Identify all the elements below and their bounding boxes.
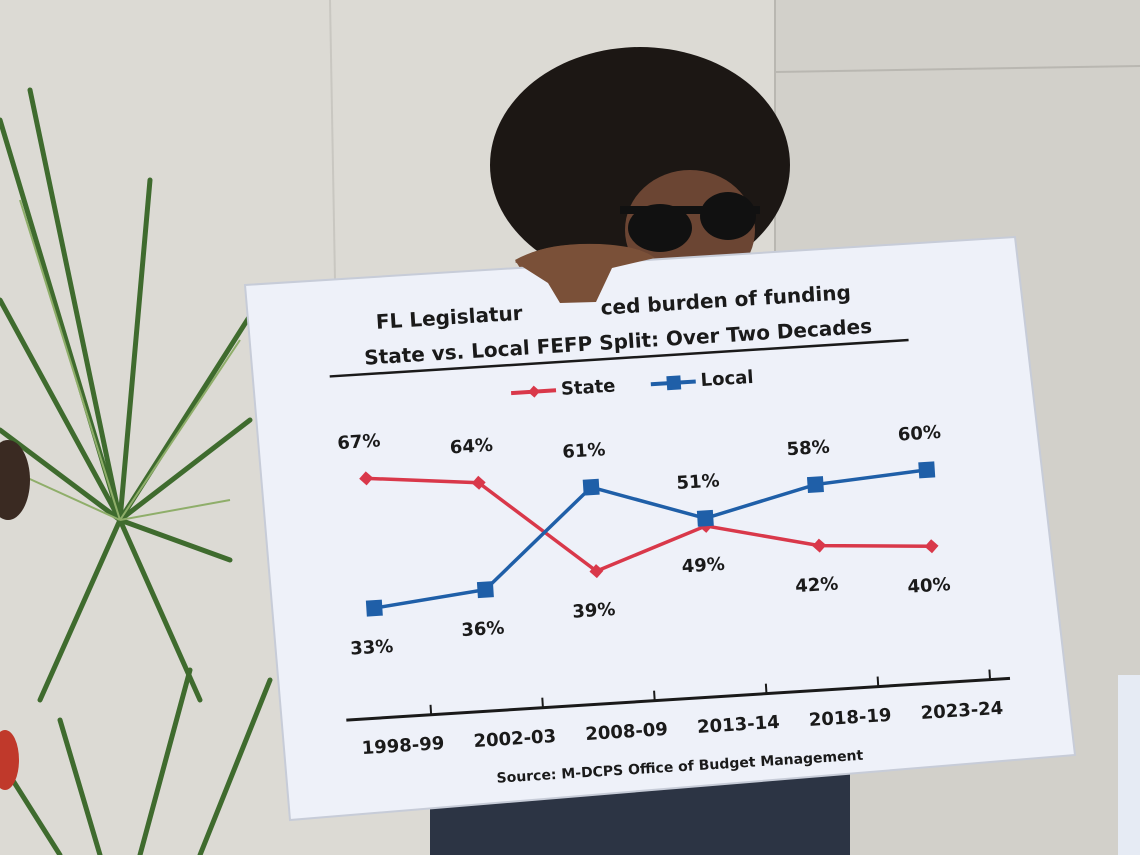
x-tick: [988, 669, 992, 680]
legend-label: Local: [700, 367, 754, 391]
x-tick-label: 2002-03: [473, 726, 557, 752]
marker: [582, 478, 600, 496]
marker: [806, 476, 824, 494]
x-tick: [541, 697, 544, 708]
data-label: 39%: [572, 599, 616, 623]
legend-marker: [528, 385, 541, 398]
marker: [365, 599, 383, 617]
marker: [476, 581, 494, 599]
data-label: 51%: [676, 470, 720, 494]
data-label: 60%: [897, 422, 941, 446]
sunglasses: [620, 192, 760, 252]
x-tick: [876, 676, 880, 687]
series-line: [374, 468, 927, 610]
data-label: 58%: [786, 437, 830, 461]
data-label: 42%: [795, 574, 839, 598]
hand: [515, 243, 655, 303]
x-tick-label: 2008-09: [585, 719, 669, 745]
legend-label: State: [560, 376, 616, 400]
x-tick: [653, 690, 656, 701]
x-tick-label: 2023-24: [920, 698, 1004, 724]
x-tick: [429, 704, 433, 715]
marker: [471, 475, 486, 490]
x-tick-label: 2013-14: [697, 712, 781, 738]
data-label: 64%: [449, 435, 493, 459]
marker: [918, 461, 936, 479]
data-label: 61%: [562, 439, 606, 463]
marker: [924, 539, 939, 554]
x-tick-label: 2018-19: [808, 705, 892, 731]
data-label: 49%: [681, 554, 725, 578]
marker: [696, 509, 714, 527]
legend-marker: [666, 375, 682, 391]
marker: [589, 564, 604, 579]
data-label: 40%: [907, 574, 951, 598]
data-label: 33%: [350, 636, 394, 660]
data-label: 67%: [337, 430, 381, 454]
other-sign: [1118, 675, 1140, 855]
x-tick: [764, 683, 768, 694]
data-label: 36%: [461, 618, 505, 642]
subtitle-underline: [329, 338, 909, 378]
wall-seam: [774, 65, 1140, 73]
x-axis: [346, 676, 1011, 722]
wall-seam: [329, 0, 336, 281]
marker: [359, 471, 374, 486]
series-line: [366, 476, 932, 574]
person-edge: [0, 440, 30, 520]
x-tick-label: 1998-99: [361, 733, 445, 759]
marker: [812, 538, 827, 553]
poster: [243, 235, 1077, 822]
plant-highlight: [9, 199, 241, 521]
person-edge: [0, 730, 19, 790]
